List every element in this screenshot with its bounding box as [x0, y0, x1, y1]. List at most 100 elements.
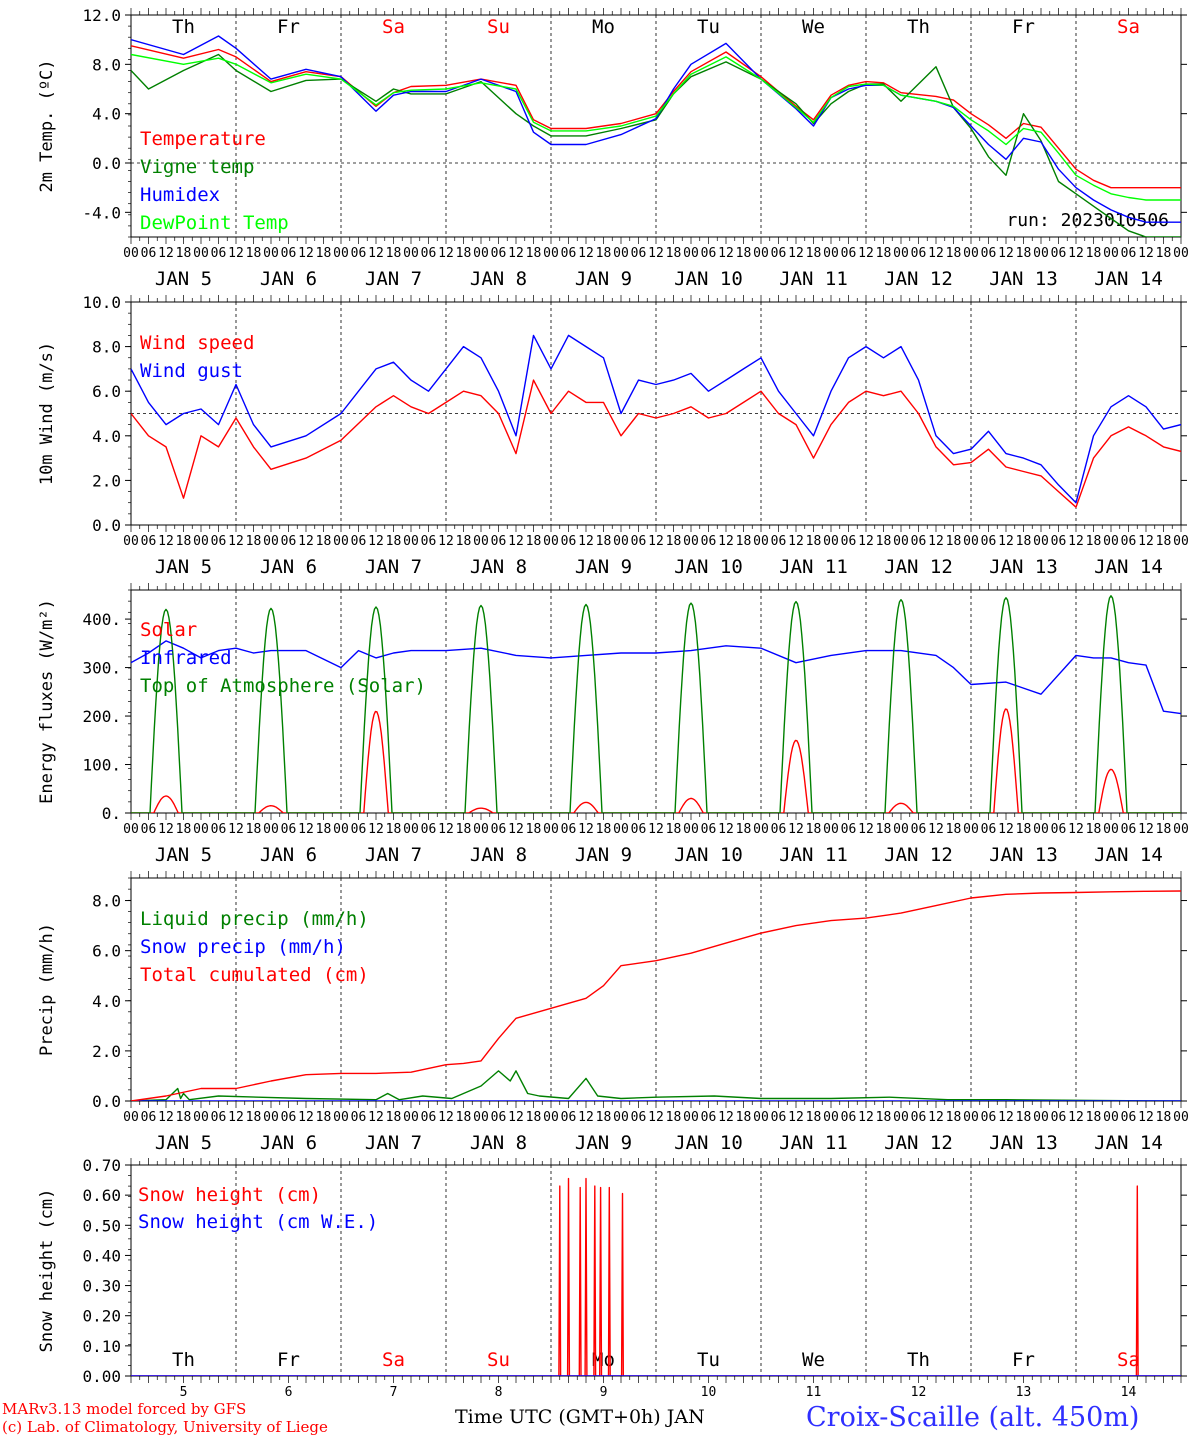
x-hour-label: 12	[228, 246, 244, 261]
x-hour-label: 18	[596, 246, 612, 261]
x-hour-label: 06	[631, 246, 647, 261]
x-hour-label: 00	[683, 822, 699, 837]
x-date-label: JAN 12	[884, 556, 953, 578]
day-name-label: Fr	[1012, 1349, 1035, 1371]
x-hour-label: 12	[998, 534, 1014, 549]
x-hour-label: 00	[893, 534, 909, 549]
x-hour-label: 18	[1086, 1110, 1102, 1125]
x-hour-label: 18	[1086, 534, 1102, 549]
x-hour-label: 12	[998, 246, 1014, 261]
x-hour-label: 00	[1103, 822, 1119, 837]
y-tick-label: 4.0	[92, 105, 121, 124]
day-name-label: Th	[907, 16, 930, 38]
x-hour-label: 00	[823, 1110, 839, 1125]
x-hour-label: 06	[211, 1110, 227, 1125]
series-line	[131, 890, 1181, 1101]
x-hour-label: 06	[491, 246, 507, 261]
x-date-label: JAN 9	[575, 1132, 632, 1154]
x-hour-label: 00	[263, 246, 279, 261]
x-date-label: JAN 14	[1094, 556, 1163, 578]
y-tick-label: 8.0	[92, 892, 121, 911]
x-hour-label: 00	[123, 822, 139, 837]
x-hour-label: 06	[841, 1110, 857, 1125]
day-name-label: Sa	[382, 1349, 405, 1371]
x-hour-label: 18	[806, 534, 822, 549]
x-hour-label: 06	[1051, 1110, 1067, 1125]
day-name-label: Th	[172, 1349, 195, 1371]
series-line	[131, 1177, 1181, 1376]
series-line	[131, 708, 1181, 813]
legend-entry: Humidex	[140, 184, 220, 206]
x-hour-label: 12	[508, 534, 524, 549]
x-hour-label: 18	[596, 822, 612, 837]
x-date-label: JAN 13	[989, 1132, 1058, 1154]
x-hour-label: 00	[543, 822, 559, 837]
y-axis-title: Precip (mm/h)	[37, 923, 57, 1056]
x-hour-label: 18	[876, 246, 892, 261]
x-day-number: 5	[180, 1385, 188, 1400]
day-name-label: Su	[487, 16, 510, 38]
x-hour-label: 00	[473, 822, 489, 837]
model-credit-line-1: MARv3.13 model forced by GFS	[2, 1400, 247, 1418]
x-hour-label: 00	[1103, 1110, 1119, 1125]
x-hour-label: 18	[1156, 534, 1172, 549]
x-date-label: JAN 7	[365, 844, 422, 866]
x-hour-label: 18	[246, 246, 262, 261]
x-hour-label: 18	[456, 246, 472, 261]
x-hour-label: 00	[753, 1110, 769, 1125]
day-name-label: Fr	[277, 16, 300, 38]
x-hour-label: 00	[193, 246, 209, 261]
x-hour-label: 00	[333, 246, 349, 261]
y-tick-label: 400.	[82, 610, 121, 629]
x-hour-label: 12	[928, 534, 944, 549]
x-hour-label: 00	[263, 1110, 279, 1125]
x-hour-label: 18	[946, 822, 962, 837]
x-hour-label: 06	[841, 822, 857, 837]
x-date-label: JAN 9	[575, 844, 632, 866]
x-hour-label: 12	[648, 1110, 664, 1125]
legend-entry: Snow height (cm W.E.)	[138, 1211, 378, 1233]
x-day-number: 7	[390, 1385, 398, 1400]
x-date-label: JAN 7	[365, 1132, 422, 1154]
x-hour-label: 00	[543, 1110, 559, 1125]
x-hour-label: 06	[981, 246, 997, 261]
x-hour-label: 12	[578, 246, 594, 261]
y-tick-label: 100.	[82, 756, 121, 775]
legend-entry: Snow precip (mm/h)	[140, 936, 346, 958]
x-hour-label: 18	[1016, 1110, 1032, 1125]
x-hour-label: 18	[1156, 246, 1172, 261]
x-hour-label: 12	[1068, 1110, 1084, 1125]
legend-entry: Solar	[140, 619, 197, 641]
x-hour-label: 00	[1033, 822, 1049, 837]
x-hour-label: 18	[1016, 822, 1032, 837]
x-hour-label: 06	[421, 1110, 437, 1125]
x-date-label: JAN 9	[575, 556, 632, 578]
x-hour-label: 00	[543, 534, 559, 549]
y-tick-label: 2.0	[92, 1042, 121, 1061]
y-tick-label: 300.	[82, 659, 121, 678]
x-hour-label: 12	[298, 1110, 314, 1125]
x-hour-label: 18	[526, 246, 542, 261]
x-hour-label: 18	[386, 822, 402, 837]
x-hour-label: 18	[876, 822, 892, 837]
x-hour-label: 12	[648, 534, 664, 549]
x-date-label: JAN 6	[260, 844, 317, 866]
x-hour-label: 06	[281, 534, 297, 549]
day-name-label: Tu	[697, 1349, 720, 1371]
x-hour-label: 12	[718, 246, 734, 261]
x-hour-label: 00	[263, 822, 279, 837]
x-hour-label: 06	[1121, 534, 1137, 549]
x-hour-label: 00	[403, 534, 419, 549]
x-hour-label: 12	[858, 822, 874, 837]
model-credit: MARv3.13 model forced by GFS (c) Lab. of…	[2, 1400, 328, 1436]
x-date-label: JAN 10	[674, 268, 743, 290]
x-hour-label: 00	[963, 822, 979, 837]
x-hour-label: 00	[193, 534, 209, 549]
x-date-label: JAN 14	[1094, 1132, 1163, 1154]
y-tick-label: 0.00	[82, 1367, 121, 1386]
x-hour-label: 12	[228, 822, 244, 837]
x-hour-label: 06	[701, 822, 717, 837]
day-name-label: Fr	[1012, 16, 1035, 38]
x-hour-label: 06	[491, 534, 507, 549]
